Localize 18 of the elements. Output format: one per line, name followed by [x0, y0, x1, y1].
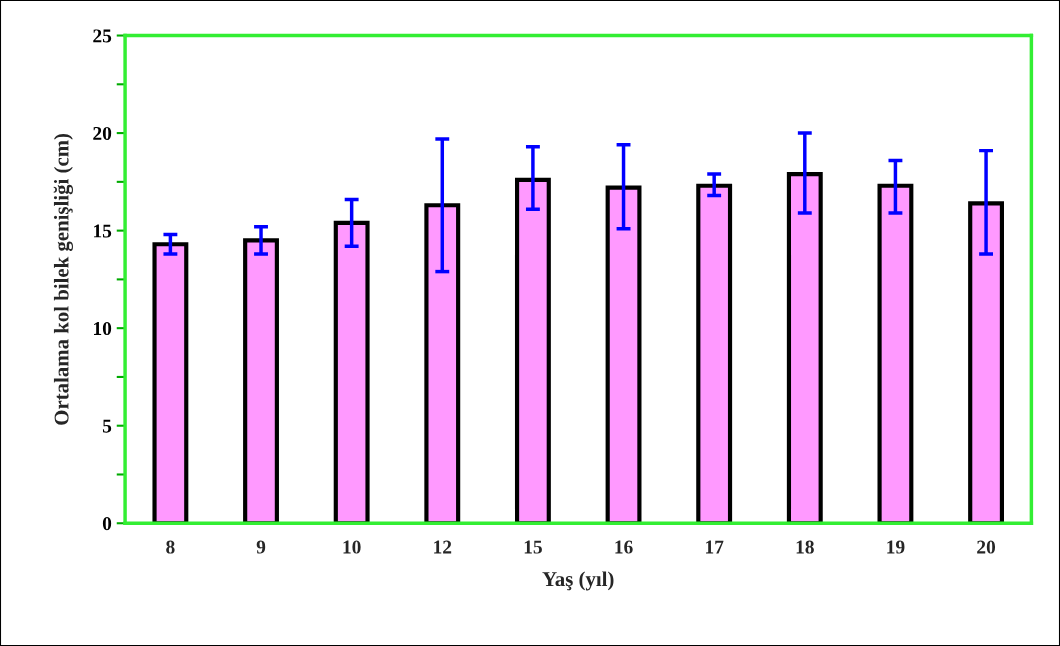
x-tick-label: 16	[615, 540, 633, 554]
y-tick-label: 15	[94, 224, 112, 238]
y-tick-label: 5	[102, 419, 112, 433]
y-axis-title: Ortalama kol bilek genişliği (cm)	[53, 133, 73, 425]
y-tick-label: 10	[94, 321, 112, 336]
x-tick-label: 10	[343, 540, 361, 554]
x-tick-label: 9	[256, 540, 266, 554]
x-axis-title: Yaş (yıl)	[542, 571, 614, 591]
x-tick-label: 20	[977, 540, 996, 554]
x-tick-label: 8	[166, 540, 175, 554]
x-tick-label: 19	[887, 540, 905, 554]
y-tick-label: 25	[93, 29, 112, 43]
x-tick-label: 15	[524, 540, 542, 554]
y-tick-label: 20	[93, 126, 112, 141]
y-tick-label: 0	[102, 517, 112, 531]
x-tick-label: 17	[706, 540, 724, 554]
x-tick-label: 12	[434, 540, 452, 554]
x-tick-label: 18	[796, 540, 814, 554]
